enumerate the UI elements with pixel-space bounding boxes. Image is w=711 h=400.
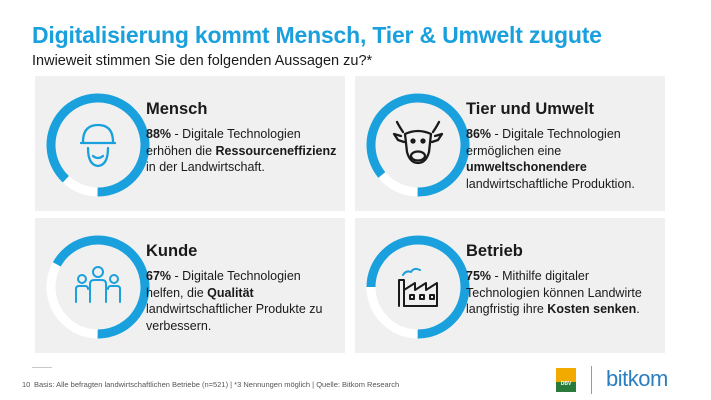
card-text-part: landwirtschaftlicher Produkte zu verbess… [146, 302, 323, 333]
card-text-emphasis: Ressourceneffizienz [215, 143, 337, 158]
card-heading: Betrieb [466, 242, 523, 260]
card-text: 75% - Mithilfe digitaler Technologien kö… [466, 268, 658, 318]
card-mensch: Mensch 88% - Digitale Technologien erhöh… [35, 76, 345, 211]
donut-chart-tier [366, 93, 470, 197]
donut-ring-kunde [43, 232, 153, 342]
percentage-label: 86% [466, 127, 492, 141]
page-number: 10 [22, 380, 31, 389]
card-betrieb: Betrieb 75% - Mithilfe digitaler Technol… [355, 218, 665, 353]
donut-ring-betrieb [363, 232, 473, 342]
donut-chart-kunde [46, 235, 150, 339]
card-text: 67% - Digitale Technologien helfen, die … [146, 268, 338, 334]
card-kunde: Kunde 67% - Digitale Technologien helfen… [35, 218, 345, 353]
page-title: Digitalisierung kommt Mensch, Tier & Umw… [32, 22, 602, 48]
card-text-emphasis: Kosten senken [547, 302, 637, 316]
donut-chart-betrieb [366, 235, 470, 339]
card-heading: Mensch [146, 100, 208, 118]
people-group-icon [75, 266, 121, 303]
logo-divider [591, 366, 592, 394]
card-text-emphasis: Qualität [207, 285, 254, 300]
donut-ring-mensch [43, 90, 153, 200]
factory-icon [398, 267, 438, 307]
ring-value [46, 235, 150, 339]
cow-head-icon [392, 120, 444, 165]
card-text-part: - Digitale Technologien helfen, die [146, 269, 301, 300]
dbv-logo-band [556, 382, 576, 392]
bitkom-logo: bitkom [606, 366, 668, 391]
ring-value [366, 235, 470, 339]
donut-chart-mensch [46, 93, 150, 197]
percentage-label: 67% [146, 269, 172, 283]
ring-value [366, 93, 470, 197]
card-tier-und-umwelt: Tier und Umwelt 86% - Digitale Technolog… [355, 76, 665, 211]
dbv-logo: DBV [556, 368, 576, 392]
donut-ring-tier [363, 90, 473, 200]
card-text: 88% - Digitale Technologien erhöhen die … [146, 126, 338, 176]
card-heading: Tier und Umwelt [466, 100, 595, 118]
card-text-part: - Digitale Technologien erhöhen die [146, 127, 301, 158]
percentage-label: 75% [466, 269, 492, 283]
card-text: 86% - Digitale Technologien ermöglichen … [466, 126, 658, 192]
ring-value [46, 93, 150, 197]
card-text-part: - Mithilfe digitaler Technologien können… [466, 269, 642, 316]
source-footnote: Basis: Alle befragten landwirtschaftlich… [34, 380, 400, 389]
card-text-part: in der Landwirtschaft. [146, 160, 265, 174]
dbv-logo-text: DBV [560, 381, 572, 387]
card-text-part: - Digitale Technologien ermöglichen eine [466, 127, 621, 158]
page-subtitle: Inwieweit stimmen Sie den folgenden Auss… [32, 53, 373, 69]
card-text-emphasis: umweltschonendere [466, 160, 587, 174]
footer-divider [32, 367, 52, 368]
card-text-part: landwirtschaftliche Produktion. [466, 176, 635, 191]
percentage-label: 88% [146, 127, 172, 141]
card-heading: Kunde [146, 242, 198, 260]
farmer-cap-icon [79, 123, 117, 168]
card-text-part: . [636, 302, 640, 316]
